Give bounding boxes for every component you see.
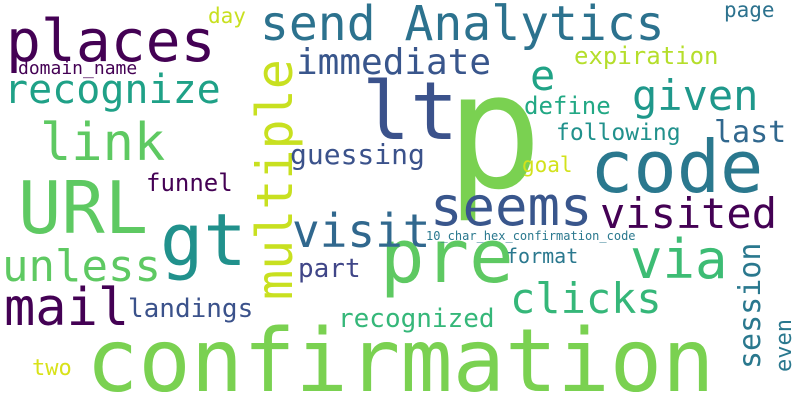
word-visited: visited (600, 189, 778, 238)
word-immediate: immediate (296, 42, 492, 83)
word-session: session (733, 242, 768, 369)
word-hex-code: 10_char_hex_confirmation_code (426, 229, 636, 243)
word-page: page (724, 0, 775, 22)
word-following: following (556, 120, 681, 146)
word-goal: goal (522, 153, 573, 177)
word-define: define (524, 92, 611, 120)
word-seems: seems (430, 175, 593, 238)
word-guessing: guessing (290, 138, 425, 171)
word-via: via (630, 228, 728, 291)
word-domain-name: domain_name (18, 58, 138, 79)
word-two: two (32, 356, 72, 381)
word-confirmation: confirmation (86, 310, 715, 400)
word-last: last (714, 115, 787, 150)
word-lt: lt (362, 65, 459, 158)
word-given: given (632, 71, 759, 120)
word-day: day (208, 4, 246, 28)
word-pre: pre (380, 214, 514, 300)
word-expiration: expiration (574, 42, 719, 70)
word-mail: mail (4, 278, 130, 338)
word-p: p (446, 38, 543, 225)
word-even: even (772, 319, 797, 372)
word-multiple: multiple (246, 59, 304, 300)
word-recognize: recognize (4, 67, 221, 113)
word-e: e (530, 51, 556, 100)
word-send-analytics: send Analytics (260, 0, 665, 52)
word-url: URL (18, 166, 149, 250)
word-link: link (40, 113, 166, 173)
word-clicks: clicks (510, 274, 662, 323)
word-format: format (506, 244, 579, 268)
word-places: places (6, 7, 216, 75)
word-funnel: funnel (146, 169, 233, 197)
word-gt: gt (160, 198, 247, 282)
word-code: code (590, 125, 764, 209)
word-unless: unless (2, 241, 161, 292)
word-landings: landings (128, 294, 254, 324)
word-part: part (298, 254, 361, 284)
word-visit: visit (292, 204, 431, 258)
word-recognized: recognized (338, 304, 495, 334)
